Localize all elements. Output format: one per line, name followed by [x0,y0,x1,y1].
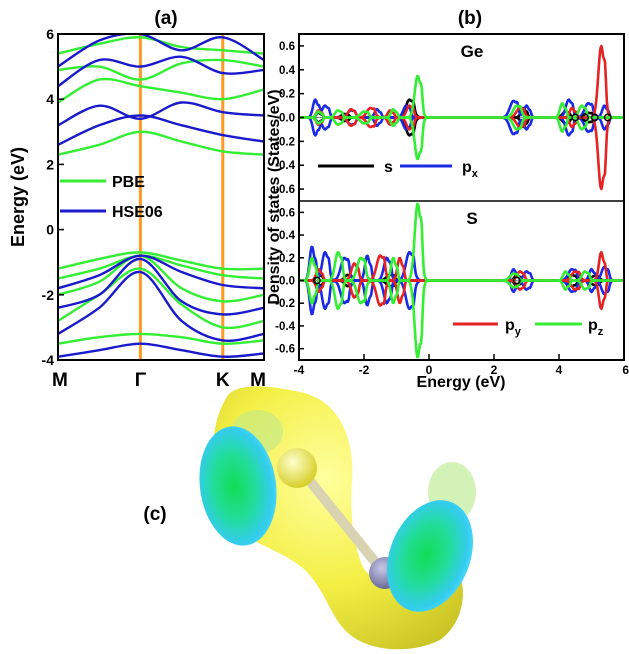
band-legend: PBE HSE06 [60,174,163,221]
legend-label-py: py [505,317,522,338]
dos-x-tick-label: 6 [622,363,629,377]
legend-label-py-main: p [505,317,515,334]
bond-stick [300,470,385,573]
legend-label-py-sub: y [515,326,522,338]
band-line-pbe [58,77,264,104]
dos-legend-top: s px [318,159,479,180]
band-line-hse06 [58,55,264,88]
dos-subplot-label-s: S [466,209,477,228]
dos-marker [590,113,599,122]
dos-x-tick-label: 0 [426,363,433,377]
dos-marker [581,113,589,122]
band-line-hse06 [58,342,264,358]
band-y-axis-label: Energy (eV) [8,147,28,247]
dos-y-tick-label: 0.4 [279,65,296,77]
k-point-label: M [52,370,68,391]
band-line-pbe [58,251,264,271]
band-plot-frame [57,33,265,361]
cyan-lobe-left [199,426,277,546]
band-line-hse06 [58,270,264,342]
band-line-hse06 [58,254,264,290]
dos-y-tick-label: 0.0 [279,113,295,125]
band-line-pbe [58,254,264,280]
dos-x-tick-label: -2 [359,363,370,377]
ge-atom [277,448,317,488]
band-line-pbe [58,332,264,345]
dos-y-tick-label: 0.4 [279,230,296,242]
dos-y-tick-label: 0.2 [279,89,295,101]
dos-x-tick-label: 2 [491,363,498,377]
dos-y-tick-label: -0.4 [275,321,295,333]
panel-label-b: (b) [458,8,482,29]
dos-y-tick-label: 0.0 [279,276,295,288]
dos-y-tick-label: -0.2 [275,298,295,310]
dos-plot-frame [298,33,625,361]
band-line-hse06 [58,34,264,68]
k-point-label: M [250,370,266,391]
cyan-lobe-right [387,500,473,612]
dos-x-axis-label: Energy (eV) [417,374,506,391]
band-y-tick-label: 0 [46,222,54,238]
dos-y-axis-label: Density of states (States/eV) [266,89,283,304]
panel-label-a: (a) [154,8,177,29]
dos-curve-pz [299,116,624,161]
dos-curve-pz [299,279,624,359]
dos-legend-bottom: py pz [453,317,604,338]
dos-y-tick-label: 0.6 [279,207,295,219]
band-y-tick-label: 4 [46,91,54,107]
legend-label-pbe: PBE [112,174,145,191]
legend-label-hse06: HSE06 [112,204,163,221]
band-line-pbe [58,130,264,156]
legend-label-s: s [384,159,393,176]
legend-label-px-sub: x [472,168,479,180]
legend-label-px: px [462,159,479,180]
dos-marker [571,113,580,122]
band-line-hse06 [58,114,264,146]
band-y-tick-label: -2 [42,287,55,303]
dos-plot: -0.6 -0.4 -0.2 0.0 0.2 0.4 0.6 -0.6 -0.4 -0.2 0.0 0… [266,33,629,391]
dos-y-tick-label: -0.6 [275,184,295,196]
dos-marker [512,276,521,285]
dos-y-tick-label: -0.6 [275,344,295,356]
panel-label-c: (c) [143,504,166,525]
k-point-label: K [216,370,230,391]
band-y-tick-label: 2 [46,156,54,172]
charge-density-isosurface [199,386,476,650]
k-point-label: Γ [135,370,147,391]
band-line-hse06 [58,101,264,127]
legend-label-pz-main: p [588,317,598,334]
dos-y-tick-label: -0.4 [275,160,295,172]
dos-y-tick-label: 0.6 [279,41,295,53]
legend-label-px-main: p [462,159,472,176]
dos-x-tick-label: -4 [294,363,305,377]
legend-label-pz: pz [588,317,604,338]
band-y-tick-label: 6 [46,26,54,42]
dos-curve-py [299,116,624,191]
dos-x-tick-label: 4 [556,363,563,377]
band-line-pbe [58,58,264,81]
dos-y-tick-label: 0.2 [279,253,295,265]
legend-label-pz-sub: z [598,326,604,338]
band-line-hse06 [58,257,264,316]
dos-marker [312,276,321,285]
dos-subplot-label-ge: Ge [461,42,484,61]
band-line-pbe [58,254,264,303]
dos-marker [603,113,612,122]
band-y-tick-label: -4 [42,352,55,368]
dos-y-tick-label: -0.2 [275,136,295,148]
